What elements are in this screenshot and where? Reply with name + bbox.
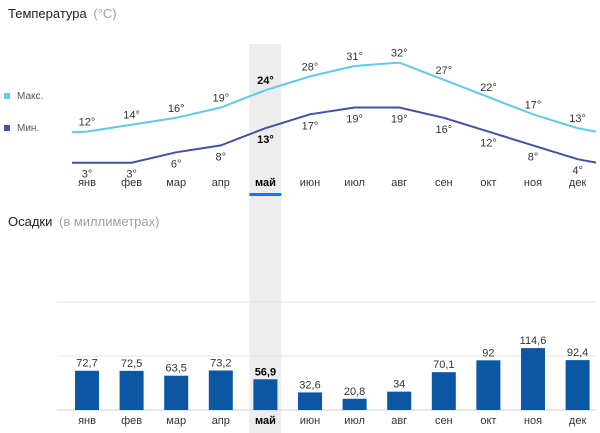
precipitation-value-label: 70,1 bbox=[433, 359, 454, 371]
max-temperature-label: 14° bbox=[123, 110, 140, 122]
max-temperature-line bbox=[71, 61, 597, 134]
temperature-month-tick[interactable]: июл bbox=[344, 177, 365, 189]
precipitation-value-label: 20,8 bbox=[344, 386, 365, 398]
temperature-chart: 12° 14° 16° 19° 24° 28° 31° 32° 27° 22° 17° 13° 3° 3°… bbox=[71, 48, 597, 181]
precipitation-bar bbox=[119, 370, 144, 410]
selected-month-highlight bbox=[249, 44, 282, 433]
precipitation-month-axis: янв фев мар апр май июн июл авг сен окт ноя дек bbox=[78, 415, 586, 427]
temperature-month-tick[interactable]: дек bbox=[569, 177, 587, 189]
min-temperature-label: 8° bbox=[528, 151, 539, 163]
temperature-month-tick[interactable]: мар bbox=[166, 177, 186, 189]
legend-max-label: Макс. bbox=[17, 91, 43, 102]
max-temperature-label: 16° bbox=[168, 103, 185, 115]
precipitation-value-label: 63,5 bbox=[165, 363, 186, 375]
precipitation-bar bbox=[565, 360, 590, 410]
precipitation-chart: 72,7 72,5 63,5 73,2 56,9 32,6 20,8 34 70,1 92 114,… bbox=[75, 335, 590, 410]
max-temperature-label: 22° bbox=[480, 82, 497, 94]
max-temperature-label: 32° bbox=[391, 48, 408, 60]
precipitation-month-tick[interactable]: окт bbox=[480, 415, 496, 427]
temperature-month-tick[interactable]: май bbox=[255, 177, 276, 189]
precipitation-value-label: 92,4 bbox=[567, 347, 588, 359]
precipitation-month-tick[interactable]: апр bbox=[212, 415, 230, 427]
precipitation-bar bbox=[431, 372, 456, 410]
precipitation-bar bbox=[164, 375, 189, 410]
precipitation-month-tick[interactable]: фев bbox=[121, 415, 142, 427]
temperature-month-tick[interactable]: окт bbox=[480, 177, 496, 189]
max-temperature-label: 12° bbox=[79, 117, 96, 129]
legend-max-swatch bbox=[4, 93, 10, 99]
max-temperature-label: 31° bbox=[346, 51, 363, 63]
precipitation-month-tick[interactable]: сен bbox=[435, 415, 453, 427]
temperature-month-tick[interactable]: фев bbox=[121, 177, 142, 189]
max-temperature-label: 28° bbox=[302, 61, 319, 73]
min-temperature-label: 17° bbox=[302, 120, 319, 132]
precipitation-month-tick[interactable]: янв bbox=[78, 415, 96, 427]
precipitation-value-label: 34 bbox=[393, 379, 405, 391]
precipitation-month-tick[interactable]: июн bbox=[300, 415, 320, 427]
min-temperature-label: 6° bbox=[171, 158, 182, 170]
precipitation-month-tick[interactable]: дек bbox=[569, 415, 587, 427]
min-temperature-label: 12° bbox=[480, 138, 497, 150]
temperature-month-tick[interactable]: авг bbox=[391, 177, 407, 189]
min-temperature-label: 19° bbox=[391, 113, 408, 125]
precipitation-bar bbox=[208, 370, 233, 410]
precipitation-bar bbox=[298, 392, 322, 410]
precipitation-gridlines bbox=[57, 301, 596, 411]
precipitation-bar bbox=[342, 398, 367, 410]
precipitation-month-tick[interactable]: мар bbox=[166, 415, 186, 427]
temperature-month-tick[interactable]: июн bbox=[300, 177, 320, 189]
precipitation-month-tick[interactable]: ноя bbox=[524, 415, 542, 427]
precipitation-value-label: 56,9 bbox=[255, 366, 276, 378]
max-temperature-label: 17° bbox=[525, 99, 542, 111]
precipitation-value-label: 72,5 bbox=[121, 358, 142, 370]
legend-min-swatch bbox=[4, 125, 10, 131]
precipitation-month-tick[interactable]: июл bbox=[344, 415, 365, 427]
precipitation-title: Осадки (в миллиметрах) bbox=[8, 214, 159, 229]
precipitation-value-label: 73,2 bbox=[210, 357, 231, 369]
min-temperature-label: 19° bbox=[346, 113, 363, 125]
max-temperature-label: 24° bbox=[257, 75, 274, 87]
precipitation-value-label: 114,6 bbox=[520, 335, 547, 347]
temperature-title: Температура (°C) bbox=[8, 6, 117, 21]
precipitation-value-label: 92 bbox=[482, 347, 494, 359]
legend-min-label: Мин. bbox=[17, 123, 39, 134]
temperature-month-tick[interactable]: ноя bbox=[524, 177, 542, 189]
precipitation-bar bbox=[253, 379, 278, 410]
precipitation-bar bbox=[75, 370, 99, 410]
temperature-month-axis: янв фев мар апр май июн июл авг сен окт ноя дек bbox=[78, 177, 586, 189]
temperature-month-tick[interactable]: янв bbox=[78, 177, 96, 189]
precipitation-bar bbox=[476, 360, 501, 410]
min-temperature-label: 13° bbox=[257, 134, 274, 146]
min-temperature-line bbox=[72, 106, 597, 164]
min-temperature-label: 3° bbox=[126, 169, 137, 181]
max-temperature-label: 13° bbox=[569, 113, 586, 125]
precipitation-month-tick[interactable]: май bbox=[255, 415, 276, 427]
temperature-legend: Макс. Мин. bbox=[4, 91, 43, 134]
temperature-month-tick[interactable]: сен bbox=[435, 177, 453, 189]
min-temperature-label: 8° bbox=[216, 151, 227, 163]
max-temperature-label: 27° bbox=[435, 65, 452, 77]
precipitation-bar bbox=[387, 391, 412, 410]
min-temperature-label: 4° bbox=[572, 165, 583, 177]
min-temperature-label: 3° bbox=[82, 169, 93, 181]
precipitation-value-label: 72,7 bbox=[76, 358, 97, 370]
precipitation-bar bbox=[521, 348, 545, 410]
precipitation-month-tick[interactable]: авг bbox=[391, 415, 407, 427]
selected-month-underline[interactable] bbox=[249, 193, 282, 196]
max-temperature-label: 19° bbox=[212, 92, 229, 104]
min-temperature-label: 16° bbox=[435, 124, 452, 136]
temperature-month-tick[interactable]: апр bbox=[212, 177, 230, 189]
precipitation-value-label: 32,6 bbox=[299, 379, 320, 391]
